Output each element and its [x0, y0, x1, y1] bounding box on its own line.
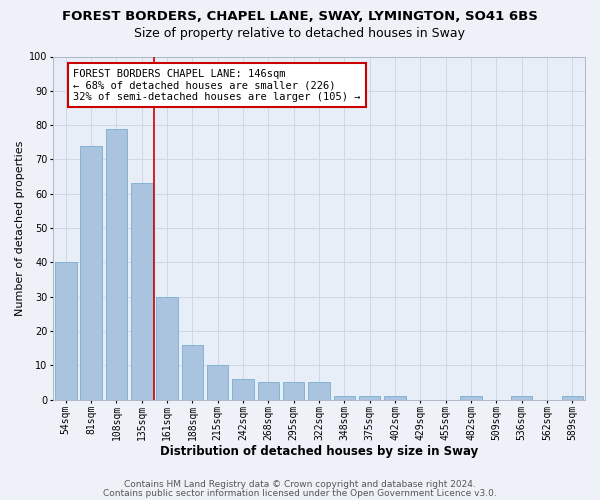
- Bar: [106, 128, 127, 400]
- Bar: [460, 396, 482, 400]
- Bar: [80, 146, 102, 400]
- Bar: [182, 344, 203, 400]
- Bar: [334, 396, 355, 400]
- Bar: [562, 396, 583, 400]
- Bar: [131, 184, 152, 400]
- Text: FOREST BORDERS, CHAPEL LANE, SWAY, LYMINGTON, SO41 6BS: FOREST BORDERS, CHAPEL LANE, SWAY, LYMIN…: [62, 10, 538, 23]
- Text: Contains public sector information licensed under the Open Government Licence v3: Contains public sector information licen…: [103, 489, 497, 498]
- Bar: [55, 262, 77, 400]
- Y-axis label: Number of detached properties: Number of detached properties: [15, 140, 25, 316]
- Bar: [384, 396, 406, 400]
- Bar: [308, 382, 330, 400]
- Bar: [157, 296, 178, 400]
- Text: Contains HM Land Registry data © Crown copyright and database right 2024.: Contains HM Land Registry data © Crown c…: [124, 480, 476, 489]
- Bar: [257, 382, 279, 400]
- Bar: [511, 396, 532, 400]
- X-axis label: Distribution of detached houses by size in Sway: Distribution of detached houses by size …: [160, 444, 478, 458]
- Bar: [359, 396, 380, 400]
- Bar: [283, 382, 304, 400]
- Bar: [207, 365, 229, 400]
- Text: Size of property relative to detached houses in Sway: Size of property relative to detached ho…: [134, 28, 466, 40]
- Bar: [232, 379, 254, 400]
- Text: FOREST BORDERS CHAPEL LANE: 146sqm
← 68% of detached houses are smaller (226)
32: FOREST BORDERS CHAPEL LANE: 146sqm ← 68%…: [73, 68, 361, 102]
